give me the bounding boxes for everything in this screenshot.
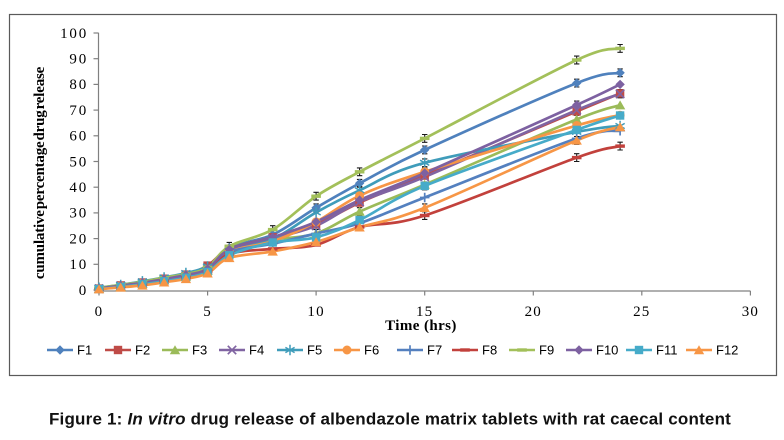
- svg-text:F4: F4: [249, 343, 264, 358]
- svg-text:10: 10: [69, 257, 88, 273]
- svg-text:F3: F3: [192, 343, 207, 358]
- svg-text:90: 90: [69, 52, 88, 68]
- svg-text:40: 40: [69, 180, 88, 196]
- svg-text:70: 70: [69, 103, 88, 119]
- svg-text:25: 25: [633, 304, 650, 320]
- svg-text:5: 5: [203, 304, 212, 320]
- svg-text:F2: F2: [135, 343, 150, 358]
- svg-text:F11: F11: [656, 343, 677, 358]
- svg-text:0: 0: [95, 304, 104, 320]
- svg-text:F6: F6: [364, 343, 379, 358]
- svg-text:30: 30: [742, 304, 759, 320]
- svg-text:F12: F12: [716, 343, 738, 358]
- svg-text:F7: F7: [427, 343, 442, 358]
- svg-text:60: 60: [69, 129, 88, 145]
- svg-text:20: 20: [69, 231, 88, 247]
- svg-text:Time (hrs): Time (hrs): [385, 318, 457, 334]
- svg-text:F8: F8: [482, 343, 497, 358]
- svg-text:80: 80: [69, 77, 88, 93]
- svg-text:F10: F10: [596, 343, 618, 358]
- svg-text:20: 20: [525, 304, 542, 320]
- svg-text:0: 0: [79, 283, 88, 299]
- svg-text:F9: F9: [539, 343, 554, 358]
- svg-text:cumulative percentage drug rel: cumulative percentage drug release: [32, 66, 48, 279]
- svg-text:50: 50: [69, 154, 88, 170]
- svg-text:100: 100: [60, 26, 88, 42]
- svg-text:10: 10: [307, 304, 324, 320]
- svg-text:F1: F1: [77, 343, 92, 358]
- svg-text:F5: F5: [307, 343, 322, 358]
- svg-text:15: 15: [416, 304, 433, 320]
- svg-text:30: 30: [69, 206, 88, 222]
- svg-text:Figure 1: In vitro drug releas: Figure 1: In vitro drug release of alben…: [49, 410, 731, 429]
